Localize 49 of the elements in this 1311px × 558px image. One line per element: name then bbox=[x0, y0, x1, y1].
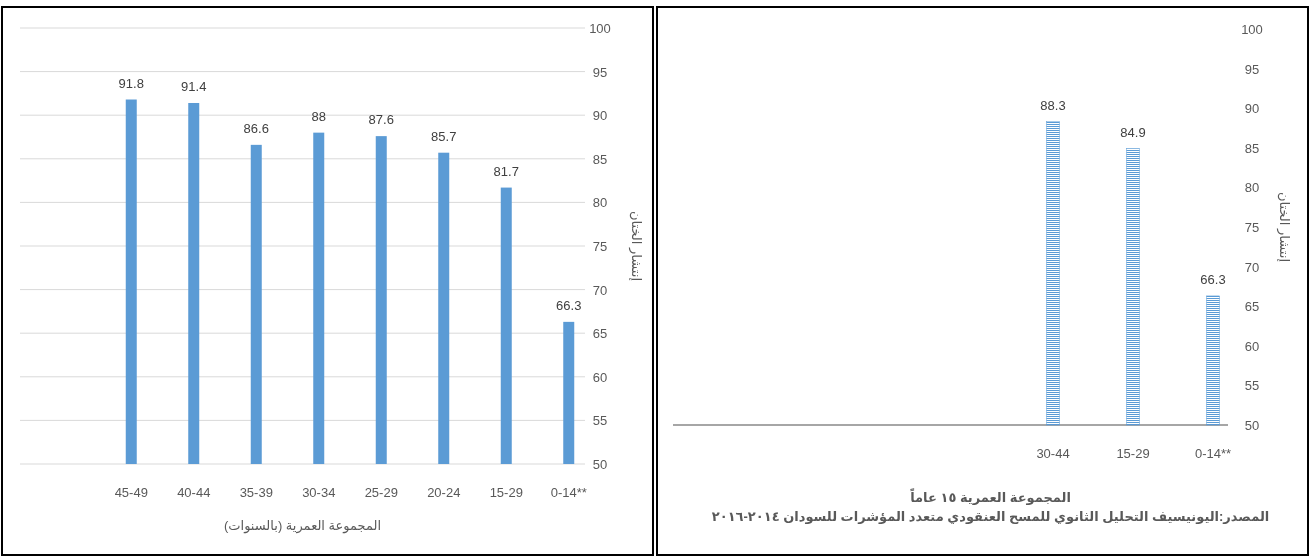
y-tick-label: 75 bbox=[592, 239, 608, 254]
y-tick-label: 50 bbox=[1244, 418, 1260, 433]
data-label: 66.3 bbox=[1200, 271, 1226, 287]
y-tick-label: 70 bbox=[592, 282, 608, 298]
y-tick-label: 65 bbox=[592, 326, 608, 342]
y-tick-label: 95 bbox=[592, 64, 608, 80]
x-tick-label: 30-44 bbox=[1036, 446, 1070, 461]
y-axis-title: إنتشار الختان bbox=[1276, 192, 1292, 262]
x-tick-label: 30-34 bbox=[302, 485, 336, 500]
data-label: 85.7 bbox=[431, 128, 457, 144]
y-tick-label: 95 bbox=[1244, 61, 1260, 77]
y-tick-label: 90 bbox=[592, 108, 608, 124]
y-tick-label: 100 bbox=[589, 21, 611, 36]
x-tick-label: 15-29 bbox=[489, 485, 523, 500]
y-tick-label: 70 bbox=[1244, 259, 1260, 275]
y-tick-label: 55 bbox=[1244, 378, 1260, 394]
x-tick-label: 45-49 bbox=[114, 485, 148, 500]
y-tick-label: 65 bbox=[1244, 299, 1260, 315]
y-tick-label: 50 bbox=[592, 457, 608, 472]
data-label: 87.6 bbox=[368, 112, 394, 128]
y-axis-title: إنتشار الختان bbox=[628, 211, 644, 281]
x-tick-label: 40-44 bbox=[177, 485, 211, 500]
data-label: 84.9 bbox=[1120, 124, 1146, 140]
data-label: 91.4 bbox=[181, 78, 207, 94]
data-label: 91.8 bbox=[118, 75, 144, 91]
text: المصدر:اليونيسيف التحليل الثانوي للمسح العنقودي متعدد المؤشرات للسودان ٢٠١٤-٢٠١٦ bbox=[711, 509, 1270, 524]
x-axis-title: المجموعة العمرية (بالسنوات) bbox=[223, 518, 382, 534]
x-tick-label: 0-14** bbox=[1194, 446, 1232, 461]
y-tick-label: 55 bbox=[592, 413, 608, 429]
y-tick-label: 85 bbox=[592, 151, 608, 167]
data-label: 86.6 bbox=[243, 120, 269, 136]
data-label: 88 bbox=[311, 108, 326, 124]
y-tick-label: 75 bbox=[1244, 220, 1260, 235]
x-tick-label: 0-14** bbox=[550, 485, 587, 500]
data-label: 66.3 bbox=[556, 297, 582, 313]
y-tick-label: 90 bbox=[1244, 101, 1260, 117]
data-label: 81.7 bbox=[493, 163, 519, 179]
x-tick-label: 15-29 bbox=[1116, 446, 1150, 461]
x-axis-title: المجموعة العمرية ١٥ عاماً bbox=[910, 488, 1071, 505]
y-tick-label: 60 bbox=[592, 369, 608, 385]
y-tick-label: 60 bbox=[1244, 338, 1260, 354]
y-tick-label: 85 bbox=[1244, 140, 1260, 156]
y-tick-label: 100 bbox=[1241, 22, 1263, 37]
data-label: 88.3 bbox=[1040, 97, 1066, 113]
y-tick-label: 80 bbox=[592, 195, 608, 211]
x-tick-label: 35-39 bbox=[239, 485, 273, 500]
x-tick-label: 20-24 bbox=[427, 485, 461, 500]
y-tick-label: 80 bbox=[1244, 180, 1260, 196]
x-tick-label: 25-29 bbox=[364, 485, 398, 500]
